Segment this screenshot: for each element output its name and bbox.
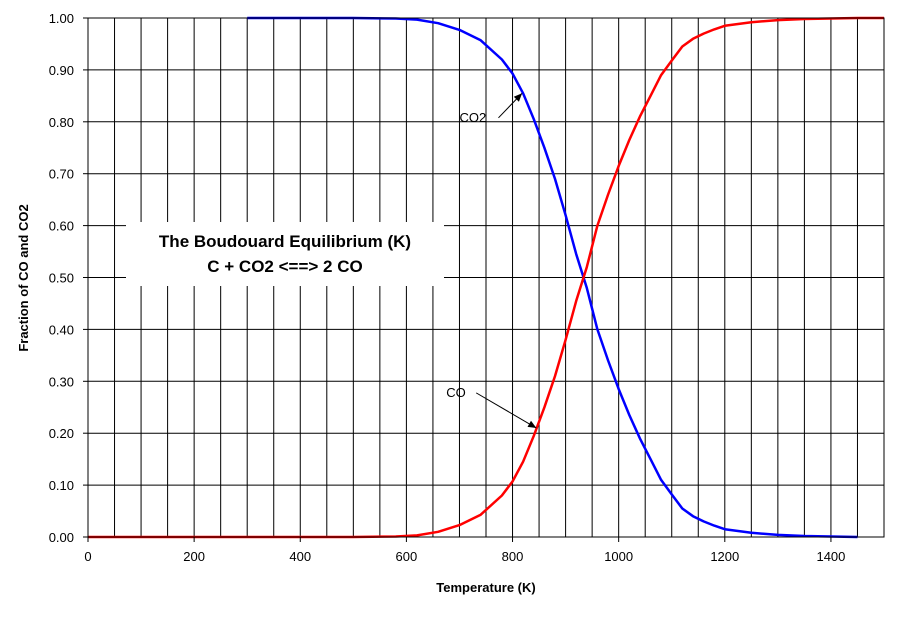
- x-tick-label: 1400: [816, 549, 845, 564]
- y-tick-label: 0.20: [49, 426, 74, 441]
- title-box: [126, 222, 444, 286]
- annotations: CO2 CO: [446, 92, 537, 429]
- y-tick-label: 0.30: [49, 374, 74, 389]
- x-tick-label: 600: [396, 549, 418, 564]
- annotation-label-co2: CO2: [459, 110, 486, 125]
- x-tick-label: 800: [502, 549, 524, 564]
- y-tick-label: 0.90: [49, 63, 74, 78]
- y-tick-label: 0.10: [49, 478, 74, 493]
- x-tick-label: 0: [84, 549, 91, 564]
- annotation-arrow-line: [475, 392, 537, 429]
- annotation-label-co: CO: [446, 385, 466, 400]
- y-tick-label: 0.80: [49, 115, 74, 130]
- chart-title-line-1: The Boudouard Equilibrium (K): [159, 232, 411, 251]
- x-tick-label: 200: [183, 549, 205, 564]
- x-tick-label: 400: [289, 549, 311, 564]
- chart-title-line-2: C + CO2 <==> 2 CO: [207, 257, 362, 276]
- x-tick-label: 1200: [710, 549, 739, 564]
- annotation-arrow-head: [527, 420, 537, 429]
- series-layer: [88, 16, 884, 539]
- series-line-co2: [247, 16, 858, 539]
- y-tick-label: 0.00: [49, 530, 74, 545]
- x-axis-title: Temperature (K): [436, 580, 535, 595]
- y-tick-label: 0.60: [49, 219, 74, 234]
- annotation-arrow-head: [513, 93, 523, 102]
- series-line-co: [88, 16, 884, 539]
- y-tick-label: 0.40: [49, 322, 74, 337]
- y-tick-label: 0.70: [49, 167, 74, 182]
- ticks: 0 200 400 600 800 1000 1200 1400 0.00 0.10 0.20 0.3…: [49, 11, 846, 564]
- y-axis-title: Fraction of CO and CO2: [16, 204, 31, 351]
- y-tick-label: 1.00: [49, 11, 74, 26]
- y-tick-label: 0.50: [49, 271, 74, 286]
- x-tick-label: 1000: [604, 549, 633, 564]
